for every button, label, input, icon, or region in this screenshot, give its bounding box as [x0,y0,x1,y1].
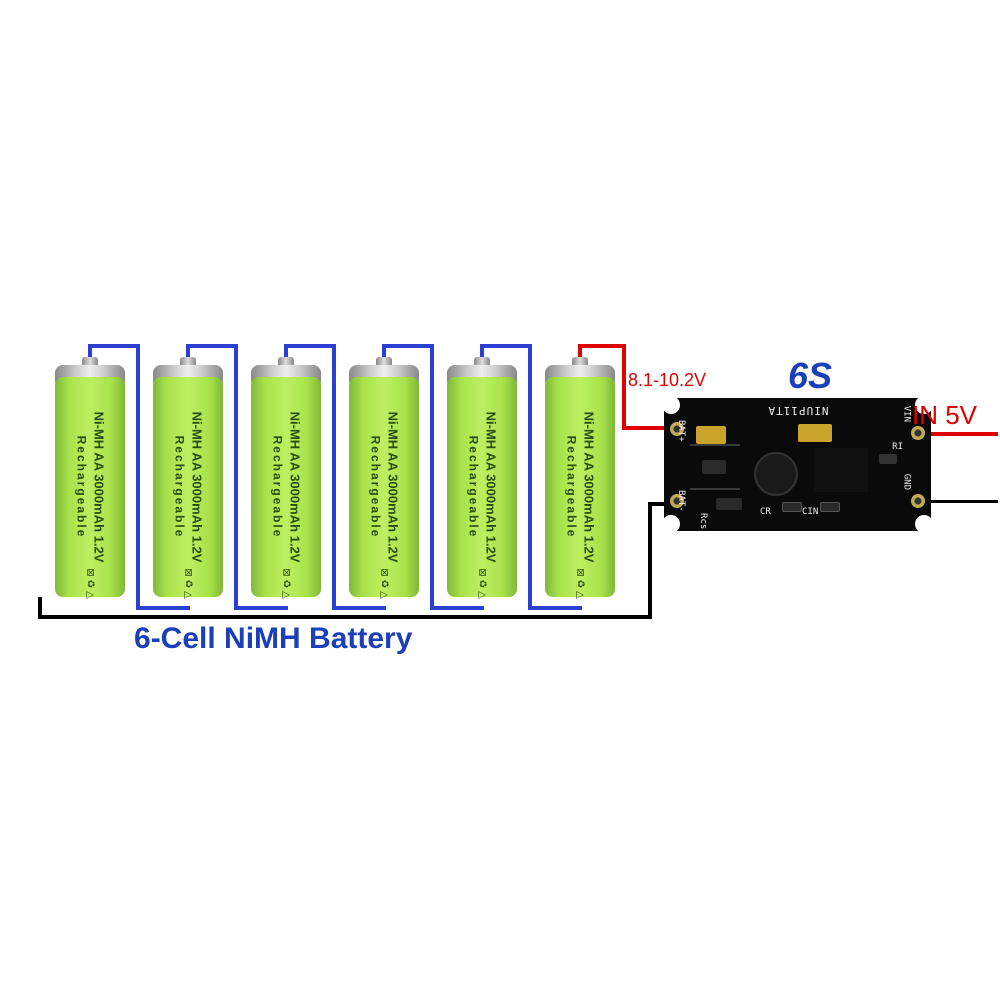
battery-body: Ni-MH AA 3000mAh 1.2V Rechargeable ⊠ ♻ △ [349,377,419,597]
battery-cell: Ni-MH AA 3000mAh 1.2V Rechargeable ⊠ ♻ △ [447,365,517,597]
battery-label: Ni-MH AA 3000mAh 1.2V Rechargeable [73,412,108,563]
battery-body: Ni-MH AA 3000mAh 1.2V Rechargeable ⊠ ♻ △ [251,377,321,597]
battery-icons: ⊠ ♻ △ [85,568,96,599]
comp-ic [814,448,868,492]
comp-inductor [754,452,798,496]
wire-series-top [430,344,434,610]
battery-body: Ni-MH AA 3000mAh 1.2V Rechargeable ⊠ ♻ △ [55,377,125,597]
silk-ri: RI [892,442,903,452]
battery-body: Ni-MH AA 3000mAh 1.2V Rechargeable ⊠ ♻ △ [545,377,615,597]
silk-bat-minus: BAT- [676,490,686,512]
silk-rcs: Rcs [698,513,708,529]
comp-cap [696,426,726,444]
battery-icons: ⊠ ♻ △ [477,568,488,599]
comp-res [879,454,897,464]
wire-series-bottom [332,606,386,610]
pad-gnd [911,494,925,508]
wire-series-top [480,344,532,348]
silk-bat-plus: BAT+ [676,420,686,442]
battery-body: Ni-MH AA 3000mAh 1.2V Rechargeable ⊠ ♻ △ [447,377,517,597]
comp-smd [782,502,802,512]
wire-gnd [920,500,998,503]
silk-vin: VIN [901,406,911,422]
wire-series-bottom [136,606,190,610]
caption-count: 6 [134,622,151,655]
wire-bat-pos [622,344,626,430]
wire-bat-neg [38,615,652,619]
charger-pcb: BAT+ BAT- VIN GND NIUP11TA RI CR Rcs CIN [664,398,931,531]
pcb-corner [662,396,680,414]
caption-text: -Cell NiMH Battery [151,622,413,655]
battery-label: Ni-MH AA 3000mAh 1.2V Rechargeable [465,412,500,563]
label-config: 6S [788,355,832,397]
wire-series-bottom [234,606,288,610]
comp-smd [716,498,742,510]
battery-body: Ni-MH AA 3000mAh 1.2V Rechargeable ⊠ ♻ △ [153,377,223,597]
silk-gnd: GND [901,474,911,490]
wire-series-top [88,344,140,348]
battery-label: Ni-MH AA 3000mAh 1.2V Rechargeable [171,412,206,563]
battery-icons: ⊠ ♻ △ [183,568,194,599]
battery-label: Ni-MH AA 3000mAh 1.2V Rechargeable [563,412,598,563]
battery-cell: Ni-MH AA 3000mAh 1.2V Rechargeable ⊠ ♻ △ [251,365,321,597]
pcb-corner [915,515,933,533]
battery-icons: ⊠ ♻ △ [281,568,292,599]
pcb-trace [690,444,740,446]
wire-bat-pos [578,344,626,348]
comp-cap [798,424,832,442]
wire-series-top [382,344,434,348]
battery-cell: Ni-MH AA 3000mAh 1.2V Rechargeable ⊠ ♻ △ [545,365,615,597]
wire-series-top [528,344,532,610]
wire-bat-neg [648,502,652,619]
silk-cr: CR [760,507,771,517]
wire-series-top [186,344,238,348]
pcb-trace [690,488,740,490]
battery-icons: ⊠ ♻ △ [379,568,390,599]
battery-label: Ni-MH AA 3000mAh 1.2V Rechargeable [367,412,402,563]
silk-cin: CIN [802,507,818,517]
wire-vin [920,432,998,436]
battery-cell: Ni-MH AA 3000mAh 1.2V Rechargeable ⊠ ♻ △ [349,365,419,597]
battery-label: Ni-MH AA 3000mAh 1.2V Rechargeable [269,412,304,563]
diagram-canvas: Ni-MH AA 3000mAh 1.2V Rechargeable ⊠ ♻ △… [0,0,1000,1000]
battery-cell: Ni-MH AA 3000mAh 1.2V Rechargeable ⊠ ♻ △ [153,365,223,597]
label-voltage-range: 8.1-10.2V [628,370,706,391]
wire-series-bottom [528,606,582,610]
pcb-corner [662,515,680,533]
wire-series-top [332,344,336,610]
caption: 6-Cell NiMH Battery [134,622,412,656]
silk-model: NIUP11TA [767,404,828,417]
battery-cell: Ni-MH AA 3000mAh 1.2V Rechargeable ⊠ ♻ △ [55,365,125,597]
label-input: IN 5V [912,400,977,431]
wire-series-bottom [430,606,484,610]
comp-smd [702,460,726,474]
wire-series-top [284,344,336,348]
comp-smd [820,502,840,512]
battery-icons: ⊠ ♻ △ [575,568,586,599]
wire-series-top [234,344,238,610]
wire-series-top [136,344,140,610]
